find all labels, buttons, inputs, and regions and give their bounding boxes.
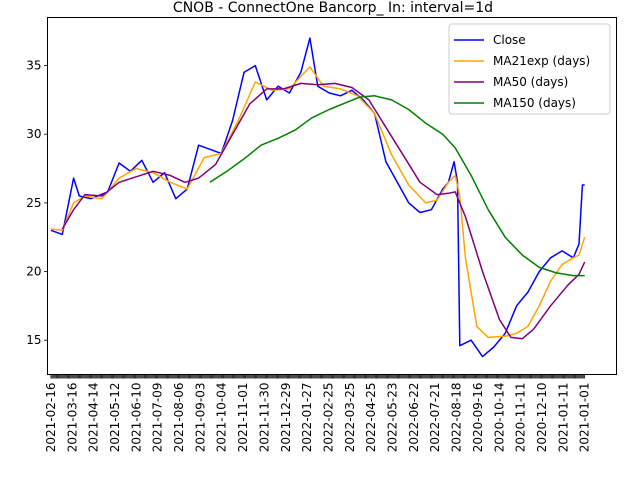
series-line-1: [50, 66, 586, 339]
plot-frame: [47, 17, 617, 375]
y-tick-label-2: 25: [26, 196, 41, 210]
x-tick-label-2: 2021-04-14: [87, 383, 101, 453]
legend-label-3: MA150 (days): [493, 96, 576, 110]
x-tick-label-6: 2021-08-06: [172, 383, 186, 453]
x-tick-label-12: 2022-01-27: [300, 383, 314, 453]
y-tick-label-1: 20: [26, 265, 41, 279]
legend-label-0: Close: [493, 33, 526, 47]
x-tick-label-4: 2021-06-10: [129, 383, 143, 453]
x-tick-label-18: 2022-07-21: [428, 383, 442, 453]
x-tick-label-10: 2021-11-30: [257, 383, 271, 453]
series-line-2: [61, 82, 586, 340]
x-tick-label-15: 2022-04-25: [364, 383, 378, 453]
x-tick-label-24: 2021-01-11: [556, 383, 570, 453]
x-tick-label-19: 2022-08-18: [450, 383, 464, 453]
series-layer: [50, 37, 586, 358]
x-tick-label-23: 2020-12-10: [535, 383, 549, 453]
x-tick-label-11: 2021-12-29: [279, 383, 293, 453]
y-tick-label-0: 15: [26, 333, 41, 347]
x-tick-label-17: 2022-06-22: [407, 383, 421, 453]
legend-label-1: MA21exp (days): [493, 54, 590, 68]
y-tick-label-4: 35: [26, 59, 41, 73]
x-tick-label-22: 2020-11-11: [514, 383, 528, 453]
x-tick-label-25: 2021-01-01: [578, 383, 592, 453]
x-tick-label-1: 2021-03-16: [65, 383, 79, 453]
legend: Close MA21exp (days) MA50 (days) MA150 (day…: [448, 23, 611, 115]
x-tick-label-0: 2021-02-16: [44, 383, 58, 453]
x-tick-label-8: 2021-10-04: [215, 383, 229, 453]
x-tick-label-3: 2021-05-12: [108, 383, 122, 453]
legend-label-2: MA50 (days): [493, 75, 568, 89]
x-tick-label-13: 2022-02-25: [322, 383, 336, 453]
y-tick-label-3: 30: [26, 127, 41, 141]
x-tick-label-5: 2021-07-09: [151, 383, 165, 453]
x-tick-label-9: 2021-11-01: [236, 383, 250, 453]
x-tick-label-21: 2020-10-14: [492, 383, 506, 453]
legend-box: [448, 23, 611, 115]
y-axis: 15 20 25 30 35: [26, 59, 48, 347]
x-tick-label-7: 2021-09-03: [193, 383, 207, 453]
series-line-3: [209, 95, 585, 277]
x-minor-ticks: [50, 374, 585, 379]
chart-title: CNOB - ConnectOne Bancorp_ In: interval=…: [173, 0, 493, 16]
x-tick-label-16: 2022-05-23: [386, 383, 400, 453]
series-line-0: [50, 37, 585, 358]
x-tick-label-20: 2020-09-16: [471, 383, 485, 453]
x-tick-label-14: 2022-03-25: [343, 383, 357, 453]
x-axis: 2021-02-16 2021-03-16 2021-04-14 2021-05-12…: [44, 374, 592, 453]
